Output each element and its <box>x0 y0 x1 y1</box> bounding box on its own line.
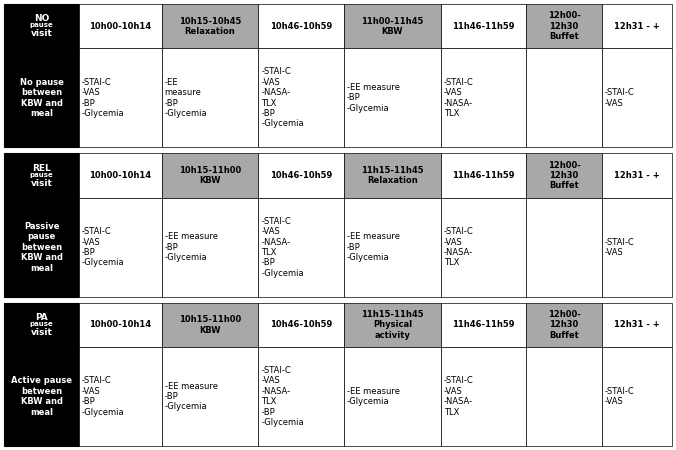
Bar <box>526 49 602 147</box>
Bar <box>258 198 344 297</box>
Bar <box>526 347 602 446</box>
Text: 10h46-10h59: 10h46-10h59 <box>270 320 333 329</box>
Text: 10h15-11h00
KBW: 10h15-11h00 KBW <box>179 315 241 335</box>
Bar <box>258 347 344 446</box>
Bar <box>4 303 79 347</box>
Bar <box>162 49 258 147</box>
Bar <box>79 347 162 446</box>
Text: pause: pause <box>30 321 53 327</box>
Text: -STAI-C
-VAS: -STAI-C -VAS <box>605 88 635 108</box>
Bar <box>162 153 258 198</box>
Bar <box>526 4 602 49</box>
Bar <box>344 347 441 446</box>
Bar <box>602 198 672 297</box>
Text: -STAI-C
-VAS
-NASA-
TLX: -STAI-C -VAS -NASA- TLX <box>443 227 473 267</box>
Bar <box>79 303 162 347</box>
Text: 11h15-11h45
Relaxation: 11h15-11h45 Relaxation <box>361 166 424 185</box>
Bar <box>344 198 441 297</box>
Bar <box>441 303 526 347</box>
Bar <box>441 153 526 198</box>
Text: -EE measure
-BP
-Glycemia: -EE measure -BP -Glycemia <box>165 232 218 262</box>
Text: -STAI-C
-VAS
-NASA-
TLX: -STAI-C -VAS -NASA- TLX <box>443 377 473 417</box>
Bar <box>441 347 526 446</box>
Text: visit: visit <box>30 179 53 188</box>
Text: -STAI-C
-VAS
-NASA-
TLX: -STAI-C -VAS -NASA- TLX <box>443 78 473 118</box>
Text: visit: visit <box>30 29 53 38</box>
Text: -EE
measure
-BP
-Glycemia: -EE measure -BP -Glycemia <box>165 78 208 118</box>
Text: 11h46-11h59: 11h46-11h59 <box>452 320 514 329</box>
Text: -EE measure
-BP
-Glycemia: -EE measure -BP -Glycemia <box>347 232 400 262</box>
Bar <box>344 153 441 198</box>
Bar <box>441 49 526 147</box>
Bar <box>258 153 344 198</box>
Text: pause: pause <box>30 22 53 28</box>
Bar <box>162 303 258 347</box>
Bar <box>602 153 672 198</box>
Text: 10h15-11h00
KBW: 10h15-11h00 KBW <box>179 166 241 185</box>
Bar <box>258 49 344 147</box>
Bar <box>526 303 602 347</box>
Bar <box>162 347 258 446</box>
Text: 10h00-10h14: 10h00-10h14 <box>89 320 151 329</box>
Bar <box>344 303 441 347</box>
Text: 11h15-11h45
Physical
activity: 11h15-11h45 Physical activity <box>361 310 424 340</box>
Bar <box>602 347 672 446</box>
Text: Passive
pause
between
KBW and
meal: Passive pause between KBW and meal <box>20 222 62 273</box>
Text: 12h31 - +: 12h31 - + <box>614 22 660 31</box>
Bar <box>79 153 162 198</box>
Bar <box>162 198 258 297</box>
Text: visit: visit <box>30 328 53 337</box>
Bar <box>344 49 441 147</box>
Text: 12h00-
12h30
Buffet: 12h00- 12h30 Buffet <box>548 310 581 340</box>
Bar <box>4 198 79 297</box>
Text: 10h15-10h45
Relaxation: 10h15-10h45 Relaxation <box>179 17 241 36</box>
Text: 10h00-10h14: 10h00-10h14 <box>89 171 151 180</box>
Bar <box>79 198 162 297</box>
Bar <box>4 347 79 446</box>
Bar <box>602 4 672 49</box>
Bar <box>602 303 672 347</box>
Bar <box>79 49 162 147</box>
Bar <box>162 4 258 49</box>
Text: 11h46-11h59: 11h46-11h59 <box>452 171 514 180</box>
Text: -STAI-C
-VAS
-NASA-
TLX
-BP
-Glycemia: -STAI-C -VAS -NASA- TLX -BP -Glycemia <box>262 366 304 427</box>
Text: 11h46-11h59: 11h46-11h59 <box>452 22 514 31</box>
Text: -STAI-C
-VAS
-BP
-Glycemia: -STAI-C -VAS -BP -Glycemia <box>82 377 124 417</box>
Text: 12h00-
12h30
Buffet: 12h00- 12h30 Buffet <box>548 161 581 190</box>
Bar <box>526 198 602 297</box>
Text: -STAI-C
-VAS
-BP
-Glycemia: -STAI-C -VAS -BP -Glycemia <box>82 227 124 267</box>
Text: 10h00-10h14: 10h00-10h14 <box>89 22 151 31</box>
Bar <box>344 4 441 49</box>
Text: 12h31 - +: 12h31 - + <box>614 320 660 329</box>
Bar <box>602 49 672 147</box>
Bar <box>441 198 526 297</box>
Text: Active pause
between
KBW and
meal: Active pause between KBW and meal <box>11 377 72 417</box>
Text: pause: pause <box>30 171 53 178</box>
Text: PA: PA <box>35 313 48 322</box>
Text: REL: REL <box>32 164 51 173</box>
Bar <box>79 4 162 49</box>
Text: 12h00-
12h30
Buffet: 12h00- 12h30 Buffet <box>548 11 581 41</box>
Bar <box>258 4 344 49</box>
Text: -STAI-C
-VAS
-NASA-
TLX
-BP
-Glycemia: -STAI-C -VAS -NASA- TLX -BP -Glycemia <box>262 68 304 128</box>
Bar <box>526 153 602 198</box>
Text: -EE measure
-BP
-Glycemia: -EE measure -BP -Glycemia <box>347 83 400 113</box>
Text: No pause
between
KBW and
meal: No pause between KBW and meal <box>20 78 64 118</box>
Bar <box>4 4 79 49</box>
Bar <box>4 49 79 147</box>
Bar <box>4 153 79 198</box>
Text: -STAI-C
-VAS
-NASA-
TLX
-BP
-Glycemia: -STAI-C -VAS -NASA- TLX -BP -Glycemia <box>262 217 304 278</box>
Bar <box>258 303 344 347</box>
Text: 12h31 - +: 12h31 - + <box>614 171 660 180</box>
Text: -STAI-C
-VAS: -STAI-C -VAS <box>605 238 635 257</box>
Text: 10h46-10h59: 10h46-10h59 <box>270 171 333 180</box>
Text: NO: NO <box>34 14 49 23</box>
Text: -EE measure
-Glycemia: -EE measure -Glycemia <box>347 387 400 406</box>
Text: -EE measure
-BP
-Glycemia: -EE measure -BP -Glycemia <box>165 382 218 411</box>
Bar <box>441 4 526 49</box>
Text: -STAI-C
-VAS: -STAI-C -VAS <box>605 387 635 406</box>
Text: 10h46-10h59: 10h46-10h59 <box>270 22 333 31</box>
Text: 11h00-11h45
KBW: 11h00-11h45 KBW <box>361 17 423 36</box>
Text: -STAI-C
-VAS
-BP
-Glycemia: -STAI-C -VAS -BP -Glycemia <box>82 78 124 118</box>
